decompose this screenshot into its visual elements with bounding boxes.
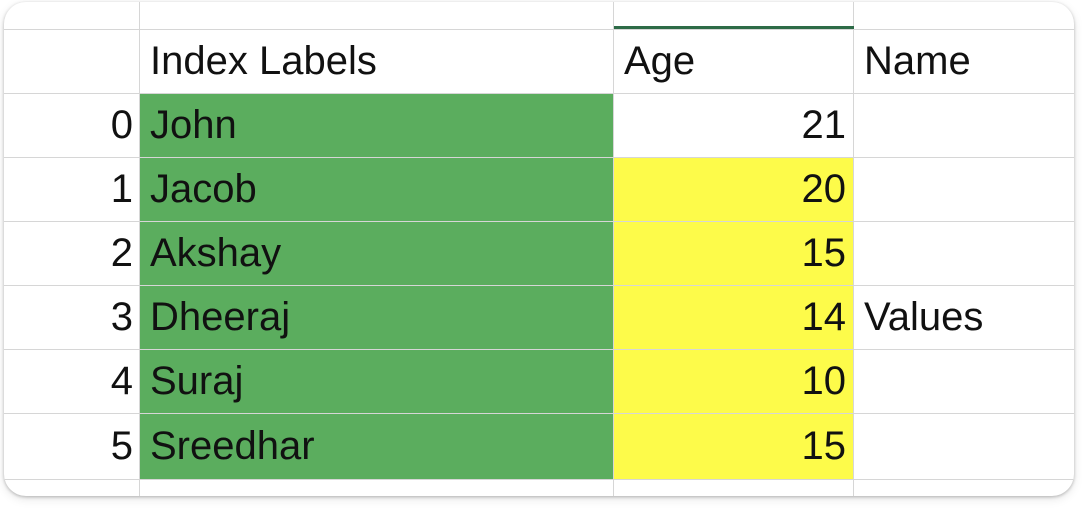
header-index-labels[interactable]: Index Labels [150,39,377,83]
index-label-cell[interactable]: Sreedhar [150,424,315,468]
row-divider [4,221,1074,222]
name-cell[interactable] [864,158,1070,221]
spreadsheet-grid: Index Labels Age Name 0 John 21 1 Jacob … [4,2,1074,496]
row-divider [4,413,1074,414]
index-label-cell[interactable]: Akshay [150,231,282,275]
index-label-cell[interactable]: Suraj [150,359,244,403]
row-index[interactable]: 2 [110,231,133,275]
name-cell[interactable]: Values [864,295,984,339]
age-cell[interactable]: 15 [801,424,847,468]
column-divider [139,2,140,496]
spreadsheet-card: Index Labels Age Name 0 John 21 1 Jacob … [4,2,1074,496]
row-index[interactable]: 1 [110,167,133,211]
row-divider [4,29,1074,30]
name-cell[interactable] [864,350,1070,413]
age-cell[interactable]: 20 [801,167,847,211]
row-index[interactable]: 3 [110,295,133,339]
row-divider [4,285,1074,286]
column-divider [613,2,614,496]
column-divider [853,2,854,496]
header-name[interactable]: Name [864,39,971,83]
row-divider [4,349,1074,350]
index-label-cell[interactable]: Dheeraj [150,295,291,339]
age-cell[interactable]: 21 [801,103,847,147]
name-cell[interactable] [864,222,1070,285]
index-labels-highlight [140,94,614,480]
name-cell[interactable] [864,414,1070,479]
row-divider [4,479,1074,480]
row-divider [4,157,1074,158]
selected-column-indicator [614,26,854,29]
header-age[interactable]: Age [624,39,696,83]
name-cell[interactable] [864,94,1070,157]
values-highlight [614,158,854,480]
index-label-cell[interactable]: Jacob [150,167,257,211]
age-cell[interactable]: 14 [801,295,847,339]
row-divider [4,93,1074,94]
row-index[interactable]: 5 [110,424,133,468]
row-index[interactable]: 0 [110,103,133,147]
age-cell[interactable]: 15 [801,231,847,275]
index-label-cell[interactable]: John [150,103,237,147]
age-cell[interactable]: 10 [801,359,847,403]
row-index[interactable]: 4 [110,359,133,403]
